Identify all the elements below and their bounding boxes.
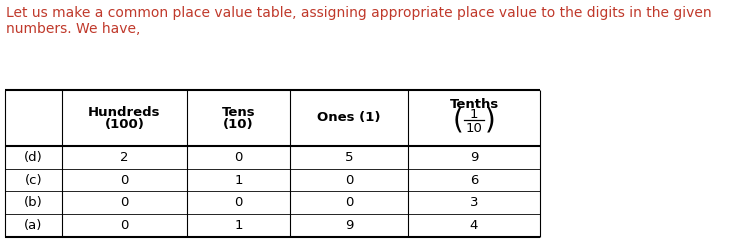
Text: (: (: [453, 107, 464, 135]
Text: numbers. We have,: numbers. We have,: [6, 22, 141, 36]
Text: 0: 0: [345, 196, 354, 209]
Text: 0: 0: [235, 151, 243, 164]
Text: Tenths: Tenths: [449, 98, 499, 111]
Text: 1: 1: [469, 108, 478, 121]
Text: 0: 0: [120, 219, 129, 232]
Text: Let us make a common place value table, assigning appropriate place value to the: Let us make a common place value table, …: [6, 6, 712, 20]
Text: 0: 0: [235, 196, 243, 209]
Text: 6: 6: [469, 174, 478, 187]
Text: Ones (1): Ones (1): [317, 111, 381, 124]
Text: 2: 2: [120, 151, 129, 164]
Text: 5: 5: [345, 151, 354, 164]
Text: 0: 0: [120, 174, 129, 187]
Text: 1: 1: [234, 174, 243, 187]
Text: 3: 3: [469, 196, 478, 209]
Text: 1: 1: [234, 219, 243, 232]
Text: Hundreds: Hundreds: [88, 106, 160, 120]
Text: 9: 9: [469, 151, 478, 164]
Text: Tens: Tens: [222, 106, 255, 120]
Text: 4: 4: [469, 219, 478, 232]
Text: 10: 10: [466, 122, 483, 136]
Text: (10): (10): [223, 118, 254, 131]
Text: 0: 0: [120, 196, 129, 209]
Text: (100): (100): [104, 118, 144, 131]
Text: (a): (a): [24, 219, 43, 232]
Text: (b): (b): [24, 196, 43, 209]
Text: (c): (c): [25, 174, 42, 187]
Text: 9: 9: [345, 219, 354, 232]
Text: ): ): [485, 107, 496, 135]
Text: 0: 0: [345, 174, 354, 187]
Text: (d): (d): [24, 151, 43, 164]
